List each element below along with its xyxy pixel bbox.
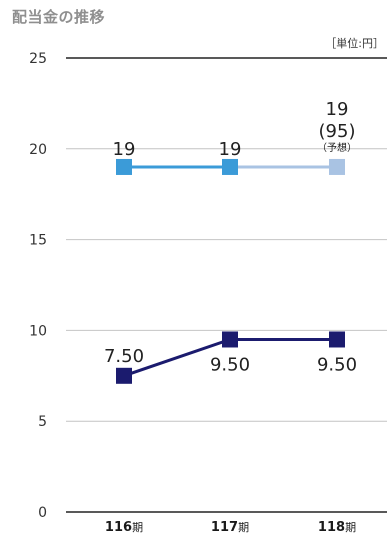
y-tick-label: 5 (38, 414, 47, 430)
data-point (329, 158, 345, 175)
data-point (116, 367, 132, 384)
data-label: 19 (113, 139, 136, 160)
y-tick-label: 0 (38, 505, 47, 521)
data-label: 19 (326, 99, 349, 120)
unit-label: ［単位:円］ (325, 37, 384, 50)
y-tick-label: 20 (29, 142, 47, 158)
chart-title: 配当金の推移 (12, 8, 106, 26)
x-tick-label: 118期 (318, 520, 356, 535)
y-tick-label: 25 (29, 51, 47, 67)
forecast-label: (95) (319, 121, 356, 142)
data-label: 19 (219, 139, 242, 160)
data-point (222, 331, 238, 348)
y-tick-label: 10 (29, 323, 47, 339)
data-label: 9.50 (210, 354, 250, 375)
x-tick-label: 117期 (211, 520, 249, 535)
x-tick-label: 116期 (105, 520, 143, 535)
data-label: 7.50 (104, 346, 144, 367)
y-tick-label: 15 (29, 233, 47, 249)
data-point (329, 331, 345, 348)
forecast-note: （予想） (317, 141, 357, 154)
data-point (116, 158, 132, 175)
data-label: 9.50 (317, 354, 357, 375)
data-point (222, 158, 238, 175)
